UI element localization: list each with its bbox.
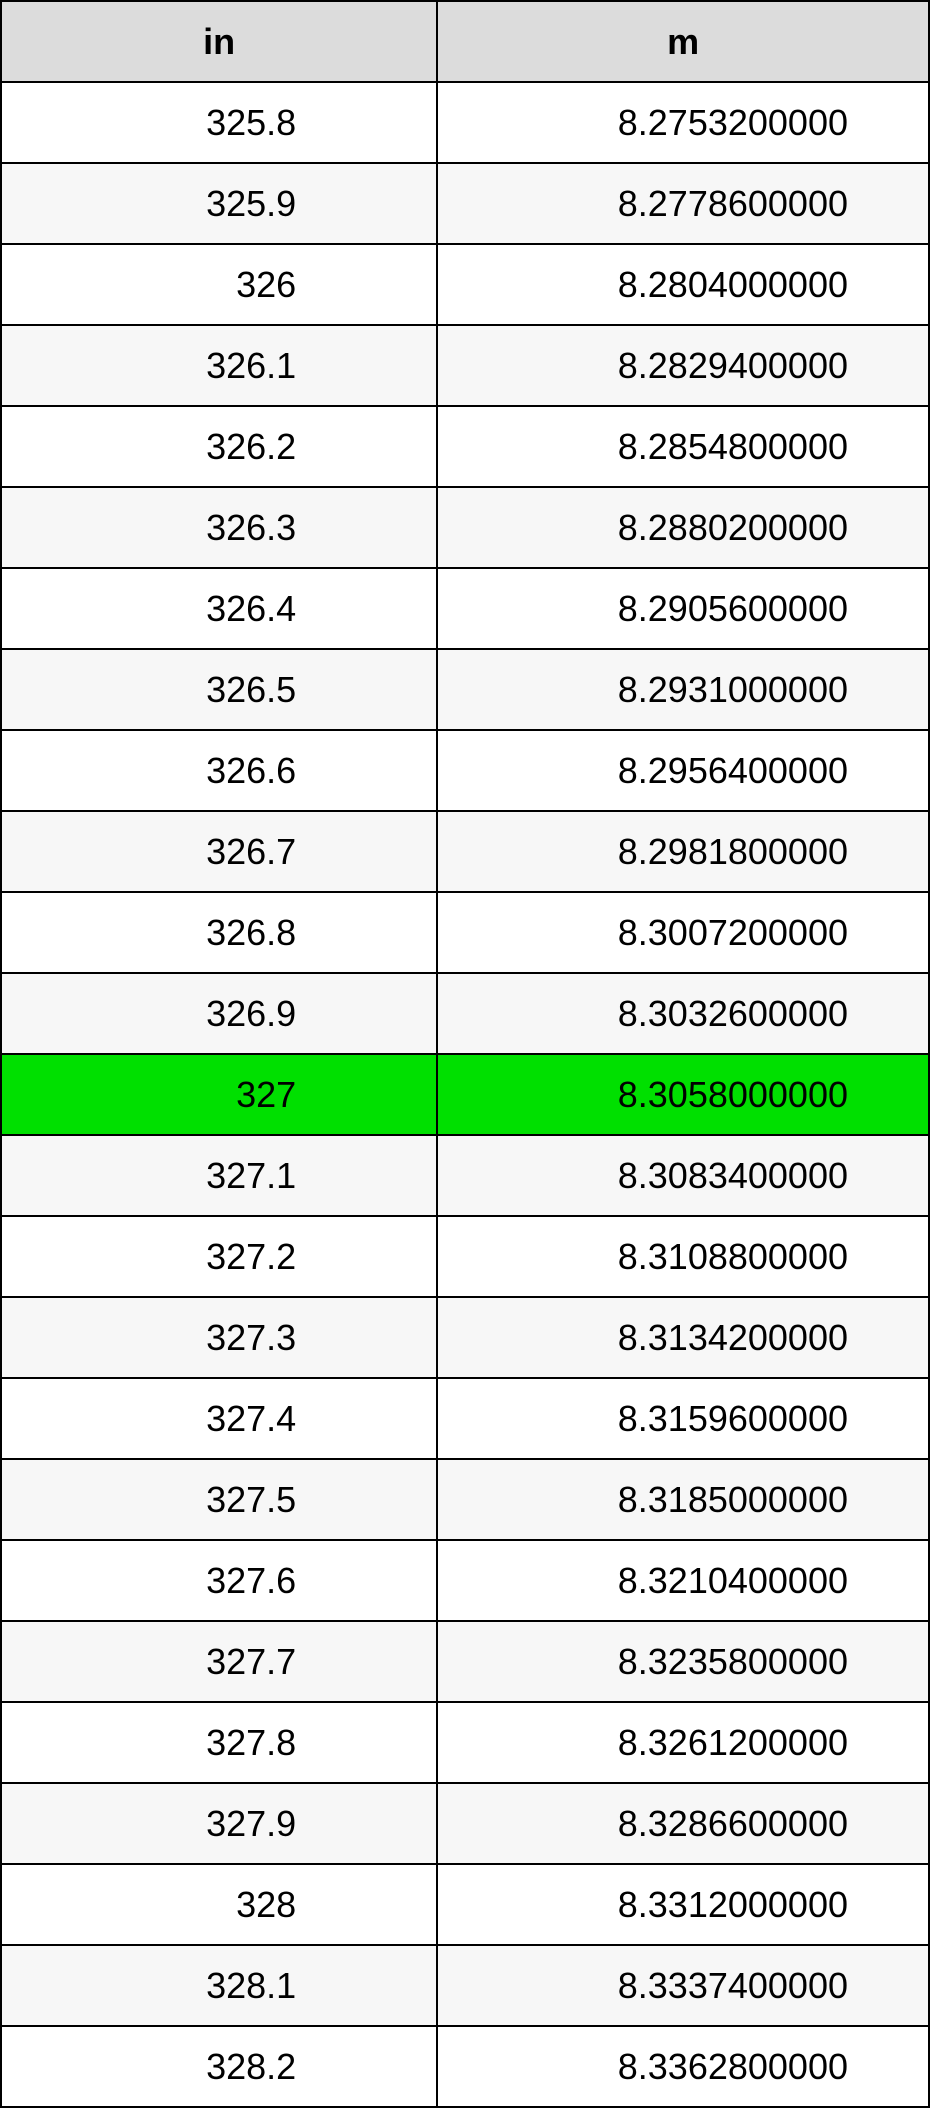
cell-m: 8.3134200000 xyxy=(437,1297,929,1378)
cell-in: 327.9 xyxy=(1,1783,437,1864)
table-row: 3288.3312000000 xyxy=(1,1864,929,1945)
cell-in: 328.1 xyxy=(1,1945,437,2026)
cell-m: 8.3210400000 xyxy=(437,1540,929,1621)
column-header-m: m xyxy=(437,1,929,82)
table-row: 326.68.2956400000 xyxy=(1,730,929,811)
table-row: 328.18.3337400000 xyxy=(1,1945,929,2026)
column-header-in: in xyxy=(1,1,437,82)
cell-in: 327.3 xyxy=(1,1297,437,1378)
cell-m: 8.2804000000 xyxy=(437,244,929,325)
table-row: 327.48.3159600000 xyxy=(1,1378,929,1459)
cell-in: 327 xyxy=(1,1054,437,1135)
table-row: 326.78.2981800000 xyxy=(1,811,929,892)
table-row: 325.88.2753200000 xyxy=(1,82,929,163)
cell-m: 8.3362800000 xyxy=(437,2026,929,2107)
table-row: 327.88.3261200000 xyxy=(1,1702,929,1783)
cell-in: 327.7 xyxy=(1,1621,437,1702)
table-row: 326.98.3032600000 xyxy=(1,973,929,1054)
cell-in: 326.3 xyxy=(1,487,437,568)
cell-in: 326.6 xyxy=(1,730,437,811)
cell-m: 8.3083400000 xyxy=(437,1135,929,1216)
cell-m: 8.3007200000 xyxy=(437,892,929,973)
cell-in: 327.4 xyxy=(1,1378,437,1459)
cell-in: 327.1 xyxy=(1,1135,437,1216)
cell-m: 8.3185000000 xyxy=(437,1459,929,1540)
cell-m: 8.2854800000 xyxy=(437,406,929,487)
table-row: 326.38.2880200000 xyxy=(1,487,929,568)
table-row: 326.88.3007200000 xyxy=(1,892,929,973)
cell-in: 326.8 xyxy=(1,892,437,973)
table-row: 327.18.3083400000 xyxy=(1,1135,929,1216)
cell-in: 325.9 xyxy=(1,163,437,244)
cell-m: 8.2753200000 xyxy=(437,82,929,163)
cell-in: 326.1 xyxy=(1,325,437,406)
cell-in: 328 xyxy=(1,1864,437,1945)
cell-m: 8.3159600000 xyxy=(437,1378,929,1459)
cell-in: 326.7 xyxy=(1,811,437,892)
cell-m: 8.3058000000 xyxy=(437,1054,929,1135)
table-row: 325.98.2778600000 xyxy=(1,163,929,244)
table-row: 326.58.2931000000 xyxy=(1,649,929,730)
table-row: 3268.2804000000 xyxy=(1,244,929,325)
cell-m: 8.2905600000 xyxy=(437,568,929,649)
cell-m: 8.3108800000 xyxy=(437,1216,929,1297)
table-row: 327.68.3210400000 xyxy=(1,1540,929,1621)
cell-m: 8.3032600000 xyxy=(437,973,929,1054)
cell-m: 8.2829400000 xyxy=(437,325,929,406)
cell-m: 8.3286600000 xyxy=(437,1783,929,1864)
table-body: 325.88.2753200000325.98.27786000003268.2… xyxy=(1,82,929,2107)
cell-in: 327.8 xyxy=(1,1702,437,1783)
cell-m: 8.2778600000 xyxy=(437,163,929,244)
cell-m: 8.2981800000 xyxy=(437,811,929,892)
cell-m: 8.2956400000 xyxy=(437,730,929,811)
table-row: 3278.3058000000 xyxy=(1,1054,929,1135)
table-header-row: in m xyxy=(1,1,929,82)
cell-m: 8.3312000000 xyxy=(437,1864,929,1945)
cell-in: 327.2 xyxy=(1,1216,437,1297)
cell-in: 328.2 xyxy=(1,2026,437,2107)
cell-in: 326.2 xyxy=(1,406,437,487)
cell-in: 325.8 xyxy=(1,82,437,163)
table-row: 327.58.3185000000 xyxy=(1,1459,929,1540)
cell-in: 327.6 xyxy=(1,1540,437,1621)
cell-in: 326.4 xyxy=(1,568,437,649)
table-row: 327.98.3286600000 xyxy=(1,1783,929,1864)
table-row: 327.38.3134200000 xyxy=(1,1297,929,1378)
cell-in: 326.5 xyxy=(1,649,437,730)
table-row: 326.18.2829400000 xyxy=(1,325,929,406)
table-row: 327.28.3108800000 xyxy=(1,1216,929,1297)
table-row: 326.28.2854800000 xyxy=(1,406,929,487)
cell-m: 8.2931000000 xyxy=(437,649,929,730)
cell-in: 327.5 xyxy=(1,1459,437,1540)
cell-m: 8.2880200000 xyxy=(437,487,929,568)
cell-m: 8.3235800000 xyxy=(437,1621,929,1702)
table-row: 327.78.3235800000 xyxy=(1,1621,929,1702)
cell-in: 326 xyxy=(1,244,437,325)
table-row: 328.28.3362800000 xyxy=(1,2026,929,2107)
conversion-table: in m 325.88.2753200000325.98.27786000003… xyxy=(0,0,930,2108)
cell-in: 326.9 xyxy=(1,973,437,1054)
table-row: 326.48.2905600000 xyxy=(1,568,929,649)
cell-m: 8.3337400000 xyxy=(437,1945,929,2026)
cell-m: 8.3261200000 xyxy=(437,1702,929,1783)
